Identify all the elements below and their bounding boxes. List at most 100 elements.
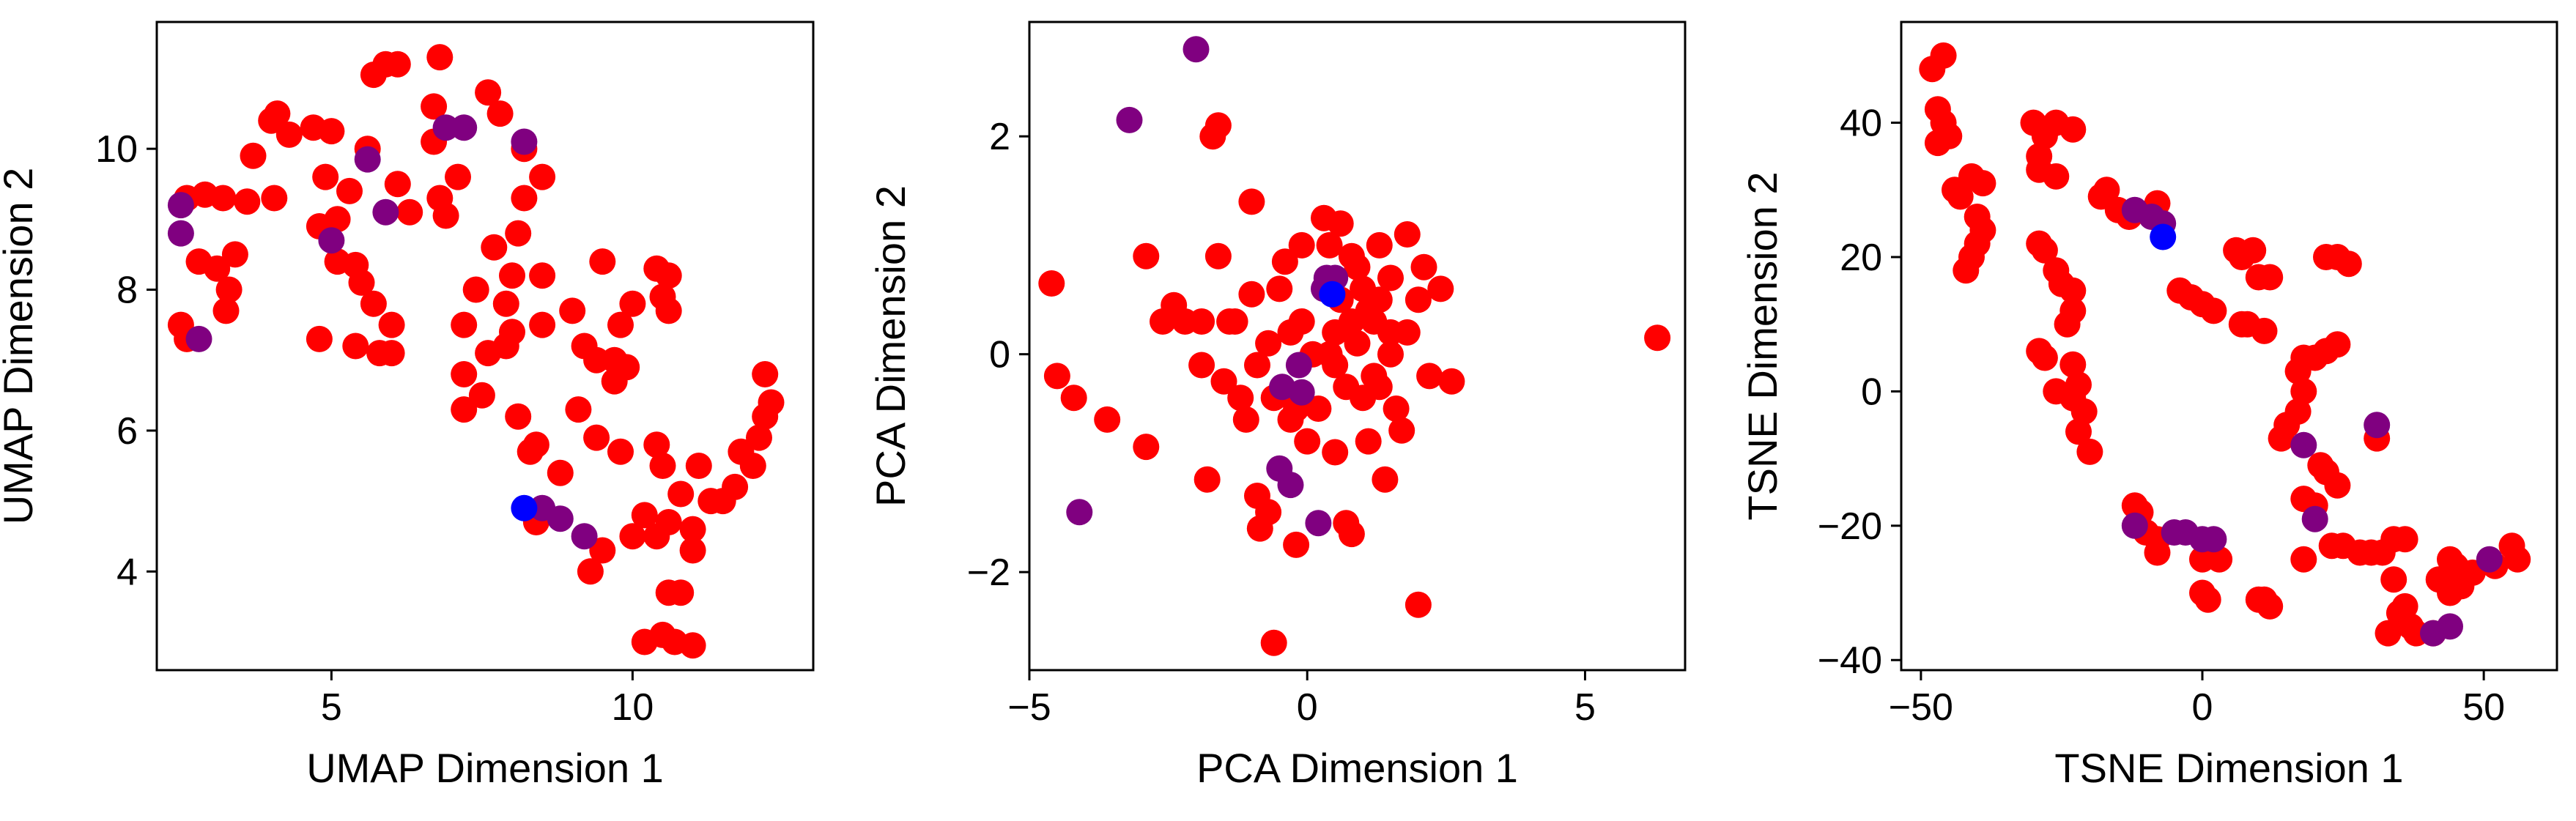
data-point bbox=[1388, 417, 1415, 444]
data-point bbox=[1377, 341, 1404, 368]
series-blue bbox=[1319, 281, 1346, 308]
y-tick-label: 6 bbox=[116, 410, 138, 453]
data-point bbox=[2059, 277, 2087, 304]
data-point bbox=[2240, 237, 2267, 264]
data-point bbox=[758, 389, 785, 416]
data-point bbox=[432, 114, 459, 141]
data-point bbox=[167, 192, 194, 219]
data-point bbox=[1322, 352, 1349, 379]
data-point bbox=[1416, 363, 1443, 390]
data-point bbox=[517, 438, 544, 465]
data-point bbox=[336, 177, 363, 204]
data-point bbox=[2065, 418, 2092, 445]
data-point bbox=[318, 118, 345, 145]
data-point bbox=[1404, 591, 1432, 618]
data-point bbox=[1255, 330, 1282, 357]
data-point bbox=[1410, 253, 1437, 281]
data-point bbox=[679, 537, 706, 564]
y-tick-label: −20 bbox=[1818, 505, 1882, 548]
data-point bbox=[679, 516, 706, 543]
data-point bbox=[511, 494, 538, 521]
data-point bbox=[342, 333, 369, 360]
data-point bbox=[2121, 512, 2148, 539]
data-point bbox=[559, 297, 586, 324]
data-point bbox=[2194, 586, 2221, 613]
data-point bbox=[619, 523, 646, 550]
data-point bbox=[649, 453, 676, 479]
data-point bbox=[511, 185, 538, 212]
data-point bbox=[1969, 170, 1996, 197]
data-point bbox=[2200, 526, 2227, 553]
data-point bbox=[1327, 210, 1354, 237]
data-point bbox=[1366, 374, 1393, 401]
data-point bbox=[499, 319, 525, 346]
data-point bbox=[486, 100, 514, 127]
data-point bbox=[2301, 505, 2328, 532]
data-point bbox=[1193, 466, 1221, 493]
data-point bbox=[685, 453, 712, 479]
data-point bbox=[468, 382, 495, 409]
y-tick-label: 40 bbox=[1840, 103, 1882, 145]
data-point bbox=[2031, 237, 2058, 264]
x-axis-label: UMAP Dimension 1 bbox=[306, 745, 664, 791]
data-point bbox=[2043, 163, 2070, 190]
data-point bbox=[1377, 264, 1404, 291]
series-purple bbox=[1066, 36, 1349, 537]
data-point bbox=[378, 311, 405, 338]
plot-frame bbox=[155, 21, 815, 672]
data-point bbox=[752, 361, 779, 387]
data-point bbox=[2364, 412, 2391, 439]
data-point bbox=[426, 44, 454, 71]
series-red bbox=[1038, 112, 1671, 656]
data-point bbox=[306, 325, 333, 352]
x-tick-label: 0 bbox=[1297, 686, 1318, 729]
data-point bbox=[2234, 311, 2261, 338]
data-point bbox=[1344, 330, 1371, 357]
data-point bbox=[739, 453, 766, 479]
data-point bbox=[1924, 130, 1951, 157]
data-point bbox=[2284, 398, 2312, 425]
data-point bbox=[445, 163, 471, 190]
data-point bbox=[667, 480, 695, 508]
series-purple bbox=[167, 114, 598, 550]
x-tick-label: 50 bbox=[2462, 686, 2505, 729]
data-point bbox=[577, 558, 604, 585]
data-point bbox=[1344, 253, 1371, 281]
data-point bbox=[1305, 395, 1332, 422]
data-point bbox=[2324, 472, 2351, 499]
data-point bbox=[2290, 431, 2317, 458]
data-point bbox=[2437, 546, 2463, 573]
data-point bbox=[1322, 439, 1349, 466]
data-point bbox=[722, 473, 749, 500]
data-point bbox=[1394, 319, 1421, 346]
markers bbox=[167, 44, 785, 659]
y-tick-label: −40 bbox=[1818, 639, 1882, 682]
data-point bbox=[1204, 242, 1232, 270]
data-point bbox=[2290, 546, 2317, 573]
data-point bbox=[1232, 406, 1259, 433]
data-point bbox=[607, 438, 634, 465]
data-point bbox=[679, 632, 706, 659]
data-point bbox=[2093, 177, 2120, 204]
data-point bbox=[529, 163, 556, 190]
data-point bbox=[1283, 531, 1310, 558]
data-point bbox=[312, 163, 339, 190]
data-point bbox=[1288, 231, 1315, 259]
data-point bbox=[643, 431, 670, 458]
data-point bbox=[234, 188, 261, 215]
data-point bbox=[1188, 352, 1215, 379]
data-point bbox=[1438, 368, 1465, 395]
y-tick-label: 10 bbox=[95, 128, 138, 171]
data-point bbox=[1210, 368, 1237, 395]
data-point bbox=[1238, 188, 1265, 215]
data-point bbox=[2257, 264, 2284, 291]
x-tick-label: 10 bbox=[611, 686, 654, 729]
data-point bbox=[565, 396, 592, 423]
y-tick-label: 8 bbox=[116, 270, 138, 312]
data-point bbox=[655, 509, 682, 535]
data-point bbox=[360, 290, 387, 317]
y-axis-label: PCA Dimension 2 bbox=[867, 185, 914, 507]
y-axis-label: UMAP Dimension 2 bbox=[0, 168, 41, 525]
data-point bbox=[185, 325, 212, 352]
